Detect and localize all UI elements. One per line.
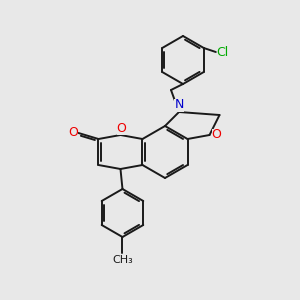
Text: O: O [212,128,221,142]
Text: N: N [174,98,184,112]
Text: Cl: Cl [217,46,229,59]
Text: O: O [68,127,78,140]
Text: O: O [116,122,126,134]
Text: CH₃: CH₃ [112,255,133,265]
